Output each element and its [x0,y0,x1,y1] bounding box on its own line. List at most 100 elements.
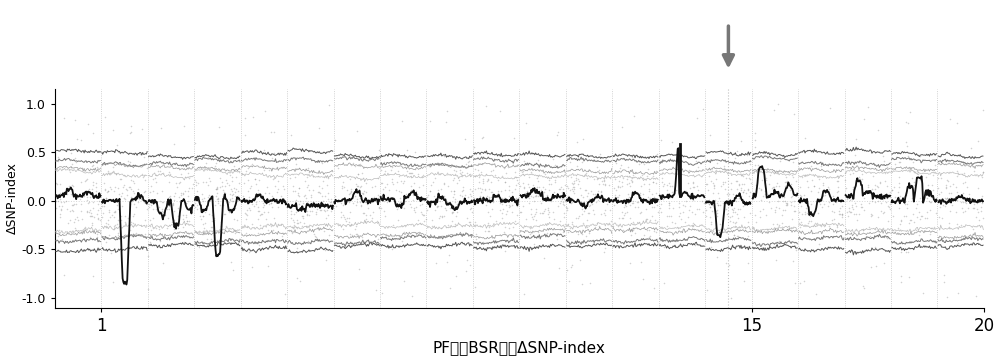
Point [358,180,374,186]
Point [906,179,922,185]
Point [516,193,532,199]
Point [231,169,247,175]
Point [944,202,960,208]
Point [690,193,706,199]
Point [177,188,193,194]
Point [480,229,496,234]
Point [798,205,814,210]
Point [725,191,741,197]
Point [254,212,270,217]
Point [565,188,581,194]
Point [454,174,470,179]
Point [82,194,98,200]
Point [540,196,556,201]
Point [422,188,438,193]
Point [208,186,224,192]
Point [506,135,522,141]
Point [581,203,597,209]
Point [117,219,133,225]
Point [830,173,846,179]
Point [200,194,216,200]
Point [632,192,648,198]
Point [844,196,860,202]
Point [308,212,324,217]
Point [462,186,478,192]
Point [228,186,244,192]
Point [466,195,482,201]
Point [388,187,404,193]
Point [290,220,306,226]
Point [898,139,914,145]
Point [658,229,674,235]
Point [488,218,504,223]
Point [216,211,232,217]
Point [390,168,406,174]
Point [62,208,78,214]
Point [559,207,575,213]
Point [338,218,354,224]
Point [556,167,572,173]
Point [624,154,640,160]
Point [729,186,745,192]
Point [116,195,132,200]
Point [570,181,586,187]
Point [477,186,493,192]
Point [173,192,189,197]
Point [296,221,312,226]
Point [73,201,89,207]
Point [641,196,657,202]
Point [844,204,860,210]
Point [265,176,281,182]
Point [481,228,497,234]
Point [414,201,430,207]
Point [878,199,894,205]
Point [862,233,878,239]
Point [256,209,272,215]
Point [747,144,763,149]
Point [471,179,487,185]
Point [305,199,321,205]
Point [52,214,68,220]
Point [161,179,177,185]
Point [323,208,339,213]
Point [507,186,523,192]
Point [375,186,391,192]
Point [923,199,939,205]
Point [126,201,142,207]
Point [523,206,539,212]
Point [740,234,756,239]
Point [969,206,985,212]
Point [77,178,93,184]
Point [347,188,363,193]
Point [123,123,139,129]
Point [406,205,422,211]
Point [348,202,364,208]
Point [192,205,208,211]
Point [729,148,745,154]
Point [176,123,192,129]
Point [248,201,264,207]
Point [696,200,712,206]
Point [536,256,552,261]
Point [328,203,344,209]
Point [863,211,879,217]
Point [480,209,496,214]
Point [970,173,986,178]
Point [221,209,237,214]
Point [578,187,594,193]
Point [318,174,334,179]
Point [446,188,462,194]
Point [510,195,526,201]
Point [300,238,316,244]
Point [612,165,628,171]
Point [217,211,233,217]
Point [220,206,236,212]
Point [285,225,301,231]
Point [187,204,203,209]
Point [677,188,693,194]
Point [109,142,125,148]
Point [373,167,389,173]
Point [809,220,825,226]
Point [832,211,848,217]
Point [494,201,510,206]
